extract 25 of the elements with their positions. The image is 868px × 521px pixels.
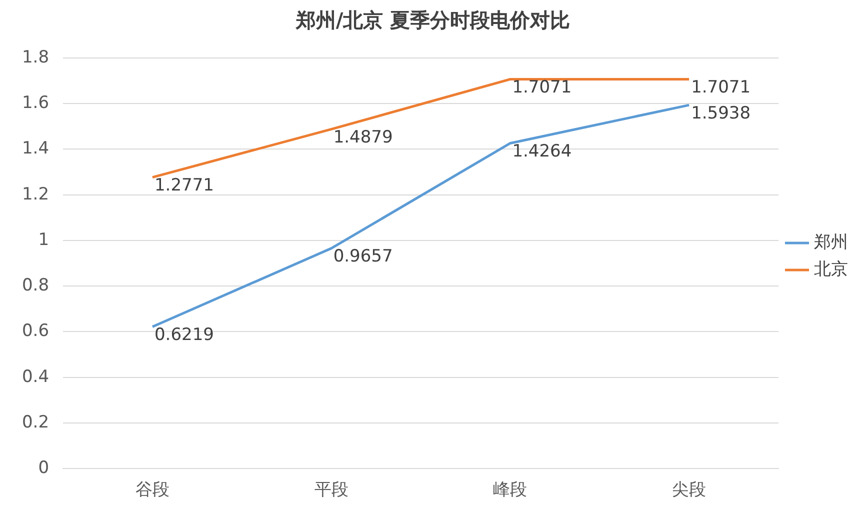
- y-tick-label: 1: [38, 230, 50, 250]
- y-tick-label: 0.4: [22, 366, 50, 387]
- y-tick-label: 0: [38, 458, 50, 478]
- y-tick-label: 1.8: [22, 47, 50, 68]
- data-label: 1.7071: [512, 78, 572, 98]
- y-tick-label: 1.6: [22, 93, 50, 114]
- y-tick-label: 0.6: [22, 321, 50, 342]
- y-tick-label: 1.4: [22, 138, 50, 159]
- y-tick-label: 0.2: [22, 412, 50, 432]
- data-label: 1.2771: [154, 176, 214, 196]
- legend-label: 北京: [814, 259, 848, 280]
- data-label: 1.4264: [512, 142, 572, 162]
- y-tick-label: 1.2: [22, 184, 50, 204]
- data-label: 0.9657: [333, 246, 393, 267]
- data-label: 1.7071: [691, 78, 751, 98]
- chart-title: 郑州/北京 夏季分时段电价对比: [294, 8, 570, 32]
- data-label: 1.5938: [691, 103, 751, 124]
- data-label: 1.4879: [333, 128, 393, 148]
- x-tick-label: 峰段: [493, 480, 528, 500]
- y-tick-label: 0.8: [22, 276, 50, 296]
- data-label: 0.6219: [154, 325, 214, 346]
- x-tick-label: 尖段: [672, 480, 706, 500]
- legend-label: 郑州: [814, 232, 848, 252]
- x-tick-label: 平段: [314, 480, 348, 500]
- x-tick-label: 谷段: [135, 480, 170, 500]
